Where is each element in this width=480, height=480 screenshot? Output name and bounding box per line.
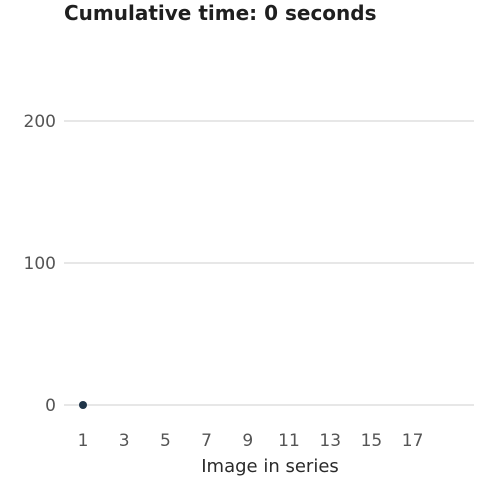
x-tick-label: 7 xyxy=(201,431,212,451)
y-tick-label: 200 xyxy=(24,112,56,132)
data-points xyxy=(79,401,87,409)
y-gridlines xyxy=(64,120,474,406)
chart-title: Cumulative time: 0 seconds xyxy=(64,1,377,25)
x-tick-labels: 1 3 5 7 9 11 13 15 17 xyxy=(78,431,424,451)
x-tick-label: 1 xyxy=(78,431,89,451)
y-tick-labels: 0 100 200 xyxy=(24,112,56,416)
y-tick-label: 0 xyxy=(45,396,56,416)
y-tick-label: 100 xyxy=(24,254,56,274)
x-axis-label: Image in series xyxy=(201,456,339,477)
data-point xyxy=(79,401,87,409)
x-tick-label: 17 xyxy=(402,431,424,451)
x-tick-label: 5 xyxy=(160,431,171,451)
x-tick-label: 9 xyxy=(242,431,253,451)
x-tick-label: 11 xyxy=(278,431,300,451)
x-tick-label: 3 xyxy=(119,431,130,451)
x-tick-label: 15 xyxy=(361,431,383,451)
x-tick-label: 13 xyxy=(319,431,341,451)
